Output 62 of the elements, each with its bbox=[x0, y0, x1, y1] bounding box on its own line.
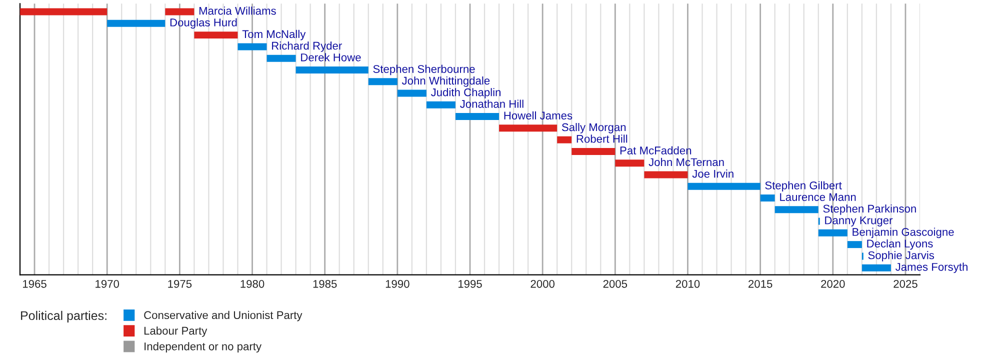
legend-title: Political parties: bbox=[21, 310, 106, 323]
y-tick-label: Jonathan Hill bbox=[460, 100, 524, 108]
x-tick-label: 1995 bbox=[458, 280, 482, 288]
bar bbox=[194, 32, 238, 39]
bar bbox=[688, 182, 760, 190]
y-tick-label: Marcia Williams bbox=[199, 6, 276, 15]
bar bbox=[615, 160, 644, 167]
y-tick-label: Joe Irvin bbox=[692, 170, 734, 178]
bar bbox=[238, 43, 267, 50]
bar bbox=[572, 148, 616, 155]
bar bbox=[368, 78, 398, 86]
x-tick-label: 2020 bbox=[821, 280, 845, 288]
legend-label: Independent or no party bbox=[144, 342, 262, 353]
y-tick-label: Benjamin Gascoigne bbox=[852, 228, 954, 238]
bar bbox=[426, 101, 456, 108]
y-tick-label: John McTernan bbox=[648, 158, 724, 166]
y-tick-label: Stephen Sherbourne bbox=[373, 64, 475, 76]
y-tick-label: Pat McFadden bbox=[620, 146, 692, 154]
y-tick-label: Judith Chaplin bbox=[430, 88, 500, 98]
y-tick-label: Declan Lyons bbox=[867, 239, 933, 250]
bar bbox=[499, 124, 558, 132]
x-tick-label: 2010 bbox=[676, 280, 700, 288]
bar bbox=[20, 8, 108, 16]
x-tick-label: 2005 bbox=[603, 280, 628, 288]
legend-label: Conservative and Unionist Party bbox=[144, 310, 302, 322]
y-tick-label: Derek Howe bbox=[301, 53, 361, 62]
y-tick-label: Howell James bbox=[504, 111, 572, 120]
legend-label: Labour Party bbox=[144, 326, 208, 337]
bar bbox=[644, 171, 688, 178]
y-tick-label: Douglas Hurd bbox=[170, 18, 237, 29]
y-tick-label: Robert Hill bbox=[576, 134, 628, 143]
x-tick-label: 1985 bbox=[313, 280, 337, 288]
bar bbox=[266, 54, 296, 62]
bar bbox=[774, 206, 818, 214]
bar bbox=[397, 90, 426, 97]
y-tick-label: Tom McNally bbox=[242, 30, 306, 40]
bar bbox=[455, 113, 500, 120]
y-tick-label: Richard Ryder bbox=[272, 42, 342, 52]
bar bbox=[760, 194, 775, 202]
y-tick-label: Stephen Parkinson bbox=[823, 204, 916, 215]
bar bbox=[847, 241, 862, 248]
bar bbox=[107, 20, 166, 27]
x-tick-label: 1965 bbox=[23, 280, 46, 288]
y-tick-label: John Whittingdale bbox=[402, 76, 490, 87]
x-tick-label: 2015 bbox=[748, 280, 772, 288]
x-tick-label: 2025 bbox=[894, 280, 918, 288]
x-tick-label: 1990 bbox=[386, 280, 410, 288]
bar bbox=[818, 229, 848, 236]
y-tick-label: Danny Kruger bbox=[825, 216, 893, 226]
x-tick-label: 2000 bbox=[530, 280, 555, 288]
y-tick-label: Sally Morgan bbox=[562, 122, 626, 134]
x-tick-label: 1970 bbox=[96, 280, 120, 288]
bar bbox=[862, 264, 891, 272]
x-tick-label: 1980 bbox=[240, 280, 264, 288]
y-tick-label: Laurence Mann bbox=[780, 193, 856, 201]
y-tick-label: James Forsyth bbox=[895, 262, 968, 274]
y-tick-label: Sophie Jarvis bbox=[868, 251, 934, 262]
y-tick-label: Stephen Gilbert bbox=[765, 181, 842, 192]
bar bbox=[296, 66, 368, 74]
bar bbox=[557, 136, 572, 144]
x-tick-label: 1975 bbox=[168, 280, 192, 288]
bar bbox=[165, 8, 194, 16]
